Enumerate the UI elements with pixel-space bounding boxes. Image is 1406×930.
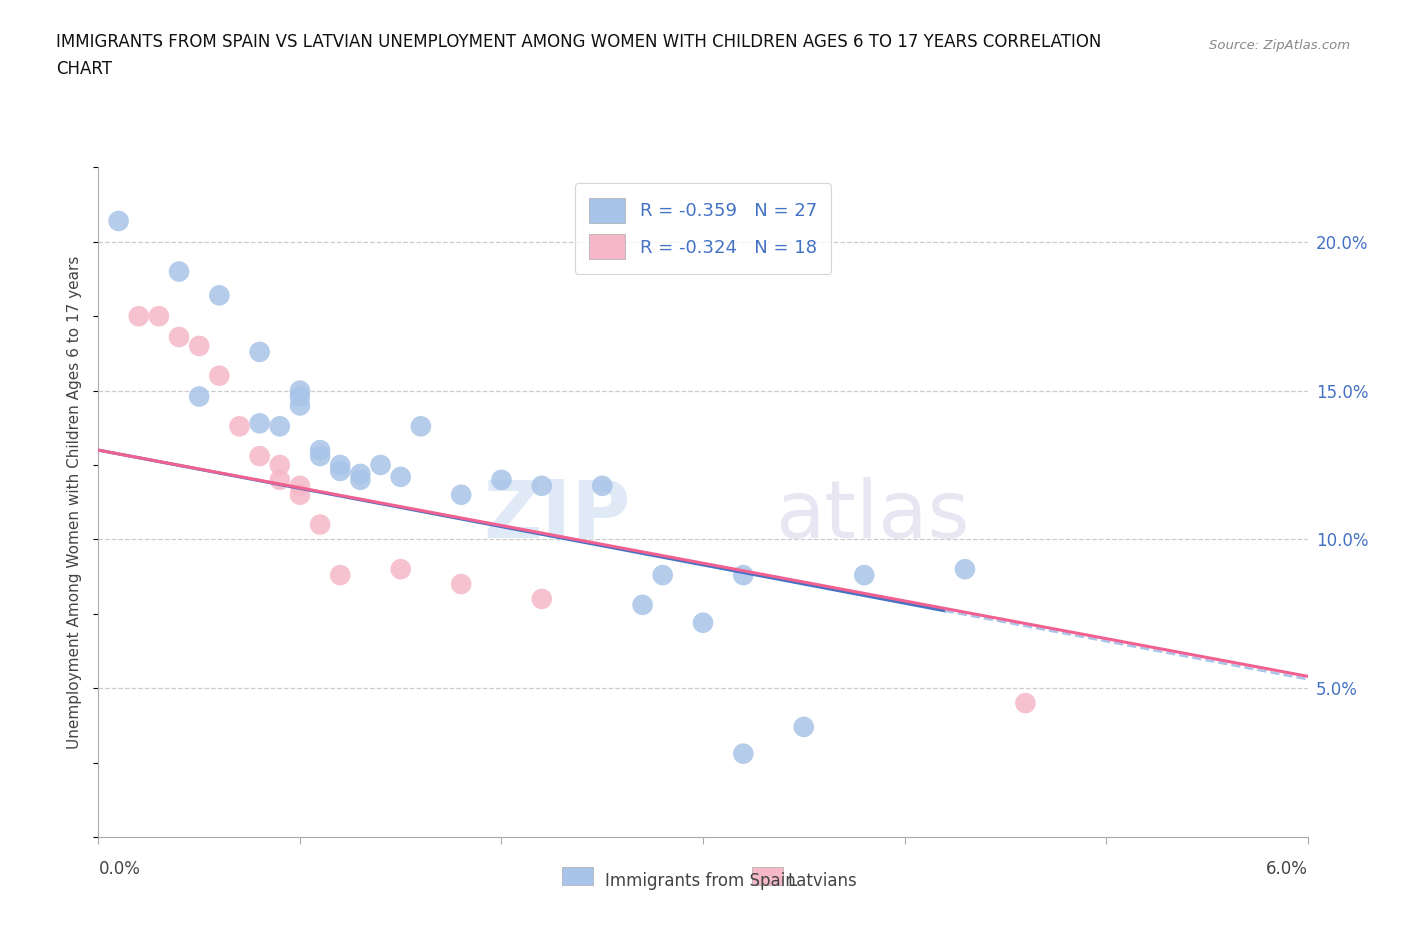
Point [167,329,190,344]
Point [309,517,332,532]
Text: 6.0%: 6.0% [1265,860,1308,878]
Point [188,389,211,404]
Point [249,448,271,463]
Point [631,597,654,612]
Legend: R = -0.359   N = 27, R = -0.324   N = 18: R = -0.359 N = 27, R = -0.324 N = 18 [575,183,831,274]
Text: atlas: atlas [776,476,970,554]
Point [309,443,332,458]
Text: ZIP: ZIP [484,476,630,554]
Text: Source: ZipAtlas.com: Source: ZipAtlas.com [1209,39,1350,52]
Point [288,383,311,398]
Point [329,463,352,478]
Point [692,616,714,631]
Point [530,591,553,606]
Point [389,562,412,577]
Point [389,470,412,485]
Point [651,567,673,582]
Text: CHART: CHART [56,60,112,78]
Point [853,567,876,582]
Point [288,478,311,493]
Point [409,418,432,433]
Point [288,487,311,502]
Point [167,264,190,279]
Point [269,472,291,487]
Point [1014,696,1036,711]
Point [450,577,472,591]
Point [370,458,392,472]
Point [249,416,271,431]
Text: Immigrants from Spain: Immigrants from Spain [605,872,796,890]
Point [349,472,371,487]
Point [208,288,231,303]
Point [269,458,291,472]
Point [288,398,311,413]
Point [148,309,170,324]
Point [269,418,291,433]
Point [249,344,271,359]
Point [107,214,129,229]
Point [228,418,250,433]
Y-axis label: Unemployment Among Women with Children Ages 6 to 17 years: Unemployment Among Women with Children A… [67,256,83,749]
Point [491,472,513,487]
Point [329,567,352,582]
Point [329,458,352,472]
Point [188,339,211,353]
Point [288,389,311,404]
Point [450,487,472,502]
Point [309,448,332,463]
Point [733,567,755,582]
Point [208,368,231,383]
Point [530,478,553,493]
Point [128,309,150,324]
Point [349,467,371,482]
Point [793,720,815,735]
Point [591,478,613,493]
Text: 0.0%: 0.0% [98,860,141,878]
Point [733,746,755,761]
Text: IMMIGRANTS FROM SPAIN VS LATVIAN UNEMPLOYMENT AMONG WOMEN WITH CHILDREN AGES 6 T: IMMIGRANTS FROM SPAIN VS LATVIAN UNEMPLO… [56,33,1102,50]
Text: Latvians: Latvians [787,872,858,890]
Point [953,562,976,577]
